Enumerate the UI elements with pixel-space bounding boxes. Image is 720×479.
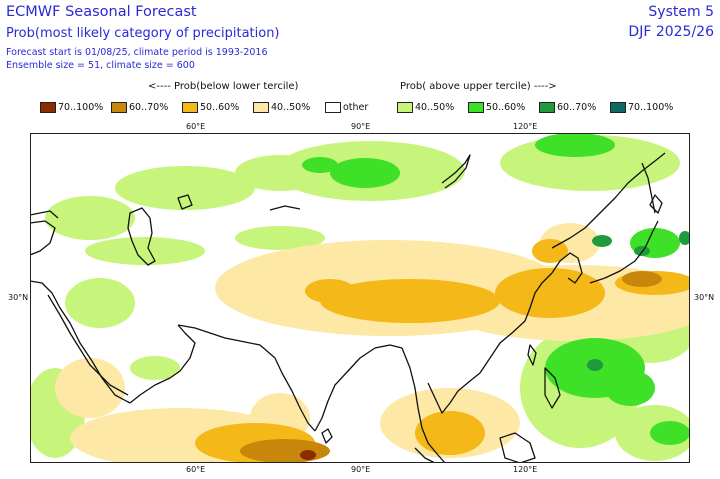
probability-shading <box>30 133 690 463</box>
season-label: DJF 2025/26 <box>628 24 714 40</box>
map-frame <box>30 133 690 463</box>
legend-swatch <box>325 102 341 113</box>
legend-item: 40..50% <box>397 101 454 114</box>
lon-tick-bottom: 90°E <box>351 465 371 474</box>
legend-swatch <box>182 102 198 113</box>
legend-item: 60..70% <box>539 101 596 114</box>
legend-label: other <box>343 102 369 113</box>
legend-label: 50..60% <box>486 102 526 113</box>
below-tercile-label: <---- Prob(below lower tercile) <box>148 81 299 92</box>
legend-swatch <box>610 102 626 113</box>
legend-item: 60..70% <box>111 101 168 114</box>
legend-label: 70..100% <box>628 102 674 113</box>
legend-swatch <box>111 102 127 113</box>
legend-label: 40..50% <box>271 102 311 113</box>
legend-item: 40..50% <box>253 101 310 114</box>
lon-tick-top: 60°E <box>186 122 206 131</box>
lon-tick-top: 90°E <box>351 122 371 131</box>
legend-item: 70..100% <box>610 101 673 114</box>
legend-label: 60..70% <box>129 102 169 113</box>
legend-label: 50..60% <box>200 102 240 113</box>
coastlines <box>30 152 666 463</box>
forecast-map <box>30 133 690 463</box>
map-title: ECMWF Seasonal Forecast <box>6 4 197 20</box>
forecast-info: Forecast start is 01/08/25, climate peri… <box>6 47 268 58</box>
legend-item: 50..60% <box>468 101 525 114</box>
above-tercile-label: Prob( above upper tercile) ----> <box>400 81 557 92</box>
legend-item: 70..100% <box>40 101 103 114</box>
lat-tick-left: 30°N <box>8 293 29 302</box>
map-subtitle: Prob(most likely category of precipitati… <box>6 26 280 41</box>
legend-label: 70..100% <box>58 102 104 113</box>
legend-item: 50..60% <box>182 101 239 114</box>
legend-swatch <box>253 102 269 113</box>
legend-swatch <box>468 102 484 113</box>
legend-swatch <box>539 102 555 113</box>
legend-label: 40..50% <box>415 102 455 113</box>
ensemble-info: Ensemble size = 51, climate size = 600 <box>6 60 195 71</box>
legend-item: other <box>325 101 368 114</box>
legend-swatch <box>397 102 413 113</box>
lat-tick-right: 30°N <box>694 293 715 302</box>
lon-tick-bottom: 60°E <box>186 465 206 474</box>
system-label: System 5 <box>648 4 714 20</box>
lon-tick-bottom: 120°E <box>513 465 538 474</box>
legend-label: 60..70% <box>557 102 597 113</box>
lon-tick-top: 120°E <box>513 122 538 131</box>
legend-swatch <box>40 102 56 113</box>
